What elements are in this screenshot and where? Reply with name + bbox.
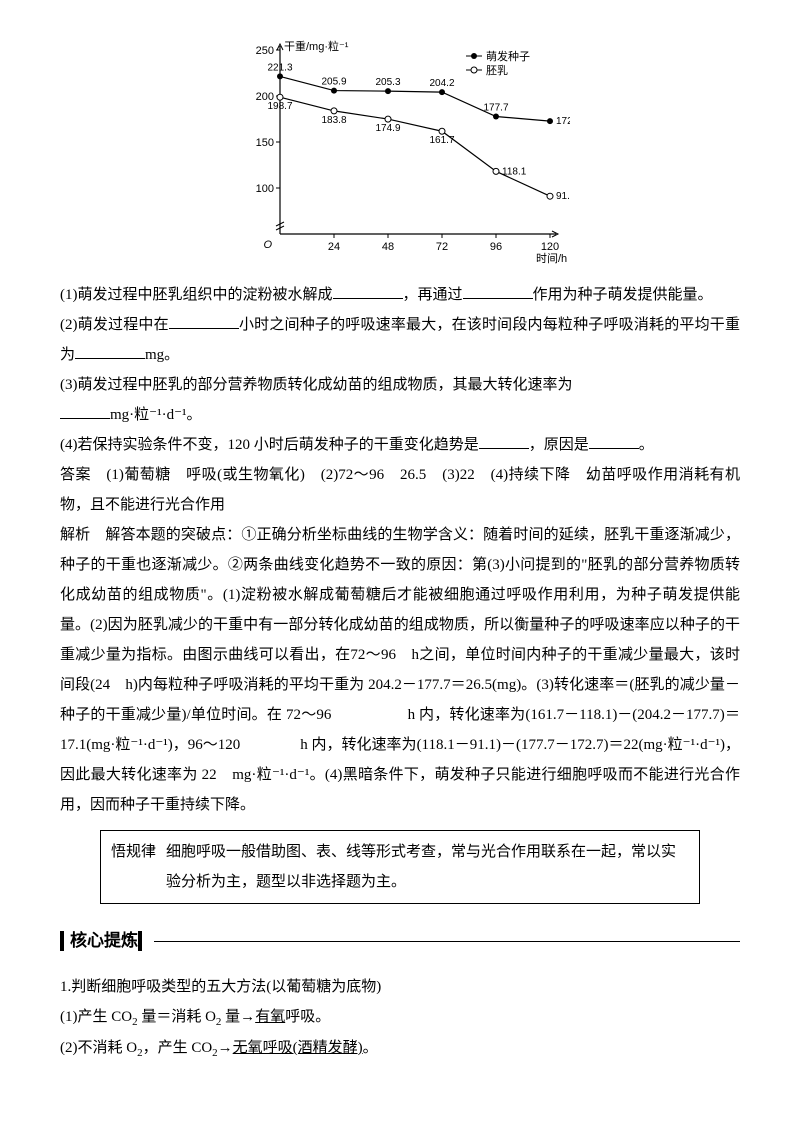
question-2: (2)萌发过程中在小时之间种子的呼吸速率最大，在该时间段内每粒种子呼吸消耗的平均…: [60, 310, 740, 370]
svg-text:204.2: 204.2: [429, 78, 454, 89]
svg-text:72: 72: [436, 241, 448, 253]
method-1-2: (2)不消耗 O2，产生 CO2→无氧呼吸(酒精发酵)。: [60, 1033, 740, 1064]
svg-text:172.7: 172.7: [556, 116, 570, 127]
heading-bar-icon: [60, 931, 64, 951]
svg-text:胚乳: 胚乳: [486, 64, 508, 77]
chart-container: 10015020025024487296120O干重/mg·粒⁻¹时间/h221…: [230, 40, 570, 270]
question-4: (4)若保持实验条件不变，120 小时后萌发种子的干重变化趋势是，原因是。: [60, 430, 740, 460]
heading-line: [154, 941, 740, 942]
svg-text:时间/h: 时间/h: [536, 252, 567, 265]
rule-box-content: 细胞呼吸一般借助图、表、线等形式考查，常与光合作用联系在一起，常以实验分析为主，…: [166, 837, 689, 897]
svg-text:150: 150: [256, 137, 274, 149]
svg-text:萌发种子: 萌发种子: [486, 49, 530, 63]
svg-text:205.3: 205.3: [375, 77, 400, 88]
answer-text: 答案 (1)葡萄糖 呼吸(或生物氧化) (2)72～96 26.5 (3)22 …: [60, 460, 740, 520]
svg-text:221.3: 221.3: [267, 62, 292, 73]
svg-text:48: 48: [382, 241, 394, 253]
question-1: (1)萌发过程中胚乳组织中的淀粉被水解成，再通过作用为种子萌发提供能量。: [60, 280, 740, 310]
svg-text:161.7: 161.7: [429, 135, 454, 146]
svg-text:96: 96: [490, 241, 502, 253]
question-3: (3)萌发过程中胚乳的部分营养物质转化成幼苗的组成物质，其最大转化速率为mg·粒…: [60, 370, 740, 430]
svg-text:198.7: 198.7: [267, 101, 292, 112]
heading-bar-icon: [138, 931, 142, 951]
svg-text:205.9: 205.9: [321, 77, 346, 88]
rule-box: 悟规律 细胞呼吸一般借助图、表、线等形式考查，常与光合作用联系在一起，常以实验分…: [100, 830, 700, 904]
section-heading: 核心提炼: [60, 924, 740, 958]
svg-text:干重/mg·粒⁻¹: 干重/mg·粒⁻¹: [284, 40, 349, 53]
method-1-1: (1)产生 CO2 量＝消耗 O2 量→有氧呼吸。: [60, 1002, 740, 1033]
rule-box-label: 悟规律: [111, 837, 156, 867]
svg-text:24: 24: [328, 241, 340, 253]
svg-text:183.8: 183.8: [321, 115, 346, 126]
svg-text:174.9: 174.9: [375, 123, 400, 134]
svg-text:120: 120: [541, 241, 559, 253]
svg-text:118.1: 118.1: [502, 166, 527, 177]
svg-text:177.7: 177.7: [483, 103, 508, 114]
svg-text:O: O: [263, 239, 272, 251]
svg-text:250: 250: [256, 45, 274, 57]
svg-text:91.1: 91.1: [556, 191, 570, 202]
line-chart: 10015020025024487296120O干重/mg·粒⁻¹时间/h221…: [230, 40, 570, 270]
heading-title: 核心提炼: [70, 924, 138, 958]
svg-text:100: 100: [256, 183, 274, 195]
explanation-text: 解析 解答本题的突破点：①正确分析坐标曲线的生物学含义：随着时间的延续，胚乳干重…: [60, 520, 740, 820]
method-1: 1.判断细胞呼吸类型的五大方法(以葡萄糖为底物): [60, 972, 740, 1002]
